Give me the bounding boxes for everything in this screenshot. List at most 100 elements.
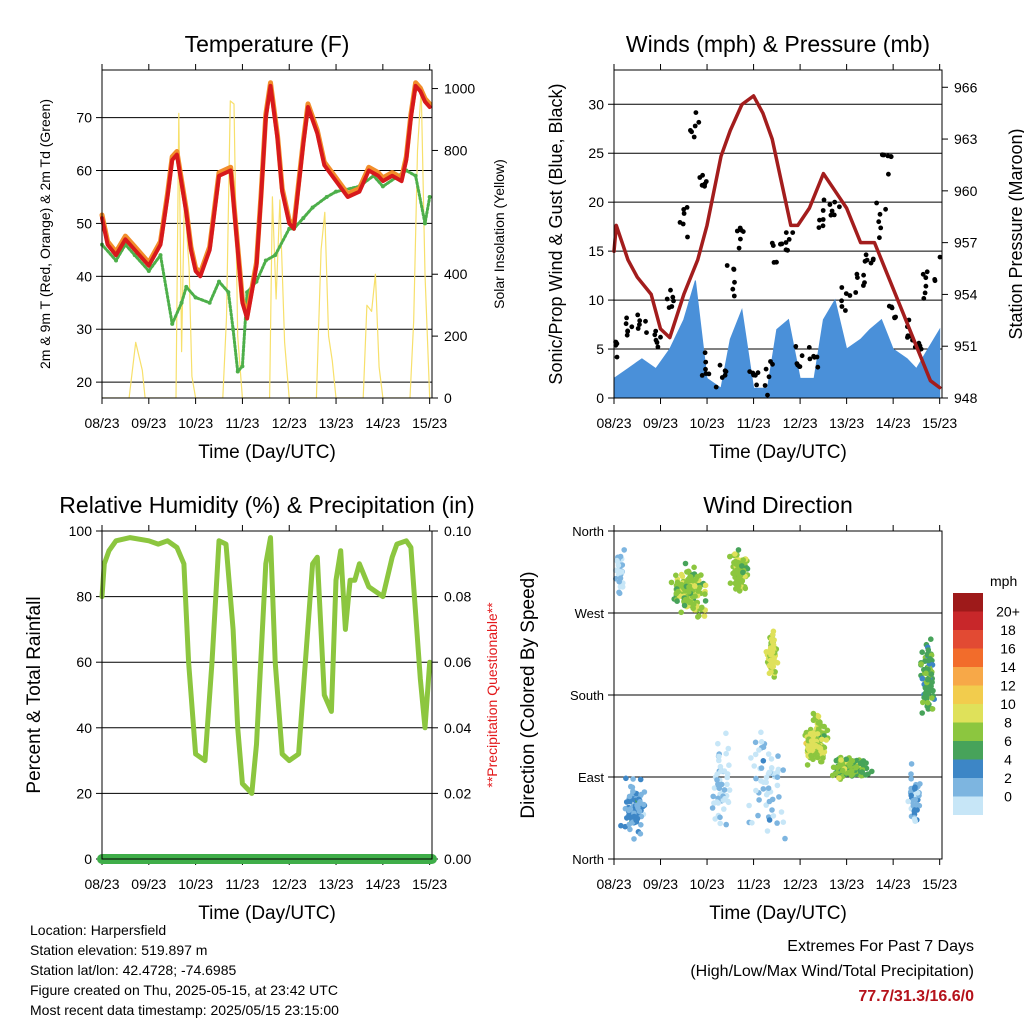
x-tick-label: 11/23 [225,415,259,431]
wind-direction-point [674,598,680,604]
y-tick-label: 60 [76,654,92,670]
station-info: Location: Harpersfield Station elevation… [30,920,339,1020]
y-tick-label: 25 [588,145,604,161]
wind-direction-point [920,699,926,706]
wind-direction-point [624,815,630,821]
gust-point [861,283,866,288]
y2-tick-label: 0.08 [444,589,471,605]
wind-direction-point [722,795,728,802]
y2-tick-label: 951 [954,338,978,354]
x-tick-label: 12/23 [783,415,818,431]
gust-point [723,369,729,374]
gust-point [868,260,874,266]
wind-direction-point [736,588,743,594]
plot-frame [101,69,433,399]
gust-point [843,291,849,296]
chart-panel-1: Temperature (F) 20 30 40 50 60 70 08/23 09/23 10/… [37,31,507,463]
wind-direction-point [753,787,759,794]
gust-point [816,225,822,231]
gust-point [629,324,635,330]
gust-point [730,286,736,292]
x-tick-label: 11/23 [225,876,259,892]
wind-direction-point [616,589,622,596]
wind-direction-point [767,657,774,664]
y-tick-label: 40 [76,720,92,736]
wind-direction-point [734,568,741,574]
wind-direction-point [721,787,728,793]
wind-direction-point [770,642,777,648]
y-tick-label: 60 [76,163,92,179]
y-axis-label: 2m & 9m T (Red, Orange) & 2m Td (Green) [37,99,53,369]
extremes-value: 77.7/31.3/16.6/0 [858,988,974,1005]
dewpoint-point [114,258,119,263]
wind-direction-point [853,764,859,771]
wind-direction-point [715,740,721,747]
wind-direction-point [849,768,855,774]
x-tick-label: 11/23 [737,415,771,431]
wind-direction-point [740,557,746,563]
y2-tick-label: 400 [444,266,468,282]
gust-point [786,237,792,242]
gust-point [812,354,817,360]
dewpoint-point [146,269,151,274]
wind-direction-point [696,584,703,591]
wind-direction-point [737,579,743,585]
extremes-panel: Extremes For Past 7 Days (High/Low/Max W… [690,934,974,1009]
gust-point [853,290,859,295]
wind-direction-point [770,646,777,652]
y-tick-label: 0 [84,851,92,867]
wind-direction-point [819,736,825,743]
wind-direction-point [912,796,919,803]
wind-direction-point [726,787,733,793]
gust-point [624,315,629,321]
x-tick-label: 09/23 [131,876,166,892]
wind-direction-point [636,808,643,815]
gust-point [652,332,658,338]
solar-series [102,87,431,398]
wind-direction-point [836,775,842,781]
wind-direction-point [763,802,769,808]
x-tick-label: 14/23 [876,415,911,431]
wind-direction-point [782,835,788,842]
wind-direction-point [766,817,773,823]
x-tick-label: 09/23 [131,415,166,431]
wind-direction-point [752,751,759,758]
wind-direction-point [929,679,935,686]
gust-point [680,221,686,227]
wind-direction-point [702,598,709,604]
wind-direction-point [924,651,931,658]
gust-point [863,252,869,258]
gust-point [719,375,725,380]
y2-tick-label: 0.04 [444,720,471,736]
wind-direction-point [746,802,752,809]
legend-label: 0 [1004,789,1012,805]
y2-tick-label: 0.00 [444,851,471,867]
dewpoint-point [287,226,292,231]
x-tick-label: 13/23 [829,415,864,431]
gust-point [717,362,723,368]
wind-direction-point [721,806,727,812]
gust-point [837,204,842,210]
chart-panel-2: Winds (mph) & Pressure (mb) 0 5 10 15 20 25 30 0… [546,31,1024,463]
gust-point [655,344,661,350]
wind-direction-point [804,762,811,768]
gust-point [864,257,870,263]
gust-point [861,272,866,278]
plot-frame [613,530,943,860]
gust-point [817,217,822,223]
wind-direction-point [780,819,787,825]
y-tick-label: 0 [596,390,604,406]
x-tick-label: 10/23 [690,415,725,431]
wind-direction-point [623,799,630,805]
chart-title: Winds (mph) & Pressure (mb) [626,31,930,57]
wind-direction-point [679,573,686,580]
gust-point [820,217,826,222]
wind-direction-point [760,758,767,764]
legend-swatch [953,778,983,797]
gust-point [778,241,783,247]
wind-direction-point [929,695,935,701]
wind-direction-point [912,807,918,813]
x-tick-label: 12/23 [272,415,307,431]
gust-point [874,200,879,206]
wind-direction-point [682,596,689,603]
